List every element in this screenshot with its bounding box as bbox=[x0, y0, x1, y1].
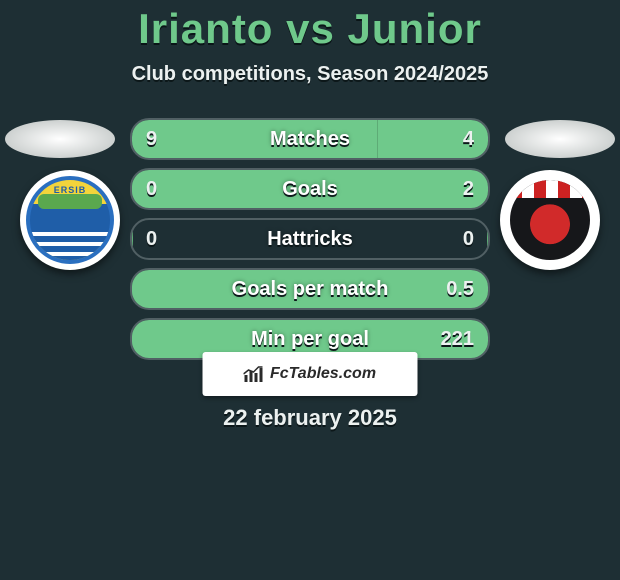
stat-label: Goals per match bbox=[232, 278, 389, 301]
date-text: 22 february 2025 bbox=[0, 405, 620, 431]
stat-value-right: 2 bbox=[449, 170, 488, 208]
madura-badge-icon bbox=[506, 176, 594, 264]
stat-label: Hattricks bbox=[267, 228, 353, 251]
stat-value-left bbox=[132, 270, 160, 308]
stat-value-right: 4 bbox=[449, 120, 488, 158]
stat-label: Goals bbox=[282, 178, 338, 201]
right-team-crest bbox=[500, 170, 600, 270]
stats-container: 9 4 Matches 0 2 Goals 0 0 Hattricks 0.5 Goals per … bbox=[130, 118, 490, 360]
left-shadow-ellipse bbox=[5, 120, 115, 158]
right-shadow-ellipse bbox=[505, 120, 615, 158]
subtitle: Club competitions, Season 2024/2025 bbox=[0, 63, 620, 86]
stat-value-left bbox=[132, 320, 160, 358]
stat-row: 0 0 Hattricks bbox=[130, 218, 490, 260]
stat-value-left: 9 bbox=[132, 120, 171, 158]
stat-row: 0.5 Goals per match bbox=[130, 268, 490, 310]
stat-value-left: 0 bbox=[132, 170, 171, 208]
stat-value-right: 0.5 bbox=[432, 270, 488, 308]
persib-badge-top-text: ERSIB bbox=[30, 185, 110, 195]
brand-box: FcTables.com bbox=[203, 352, 418, 396]
stat-label: Min per goal bbox=[251, 328, 369, 351]
bar-chart-icon bbox=[244, 365, 264, 383]
stat-value-right: 221 bbox=[427, 320, 488, 358]
page-title: Irianto vs Junior bbox=[0, 0, 620, 53]
stat-label: Matches bbox=[270, 128, 350, 151]
persib-badge-icon: ERSIB bbox=[26, 176, 114, 264]
stat-value-right: 0 bbox=[449, 220, 488, 258]
brand-text: FcTables.com bbox=[270, 365, 376, 383]
stat-row: 0 2 Goals bbox=[130, 168, 490, 210]
left-team-crest: ERSIB bbox=[20, 170, 120, 270]
stat-row: 9 4 Matches bbox=[130, 118, 490, 160]
stat-value-left: 0 bbox=[132, 220, 171, 258]
